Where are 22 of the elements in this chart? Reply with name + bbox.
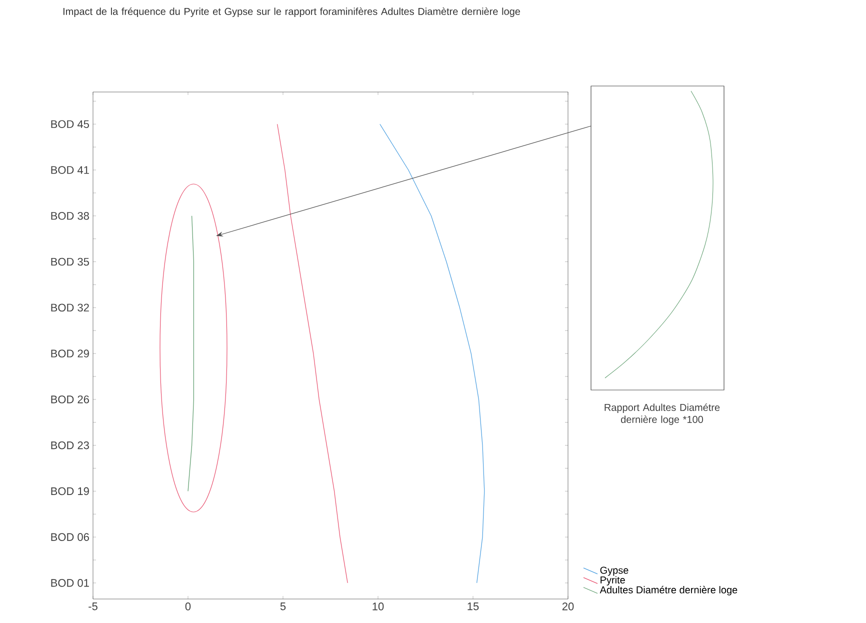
y-tick-label: BOD 32: [51, 304, 89, 312]
y-tick-label: BOD 01: [51, 579, 89, 587]
text: Rapport Adultes Diamétre dernière loge *100: [604, 404, 720, 425]
legend-label: Adultes Diamétre dernière loge: [600, 586, 738, 596]
x-tick-label: 10: [372, 602, 384, 610]
x-tick-label: 15: [468, 602, 479, 610]
x-tick-label: 20: [562, 602, 574, 610]
y-tick-label: BOD 26: [51, 396, 89, 404]
x-tick-label: 5: [280, 602, 286, 610]
legend-label: Pyrite: [600, 576, 625, 586]
chart-title: Impact de la fréquence du Pyrite et Gypse sur le rapport foraminifères Adultes Diamètre dernière loge: [63, 8, 520, 17]
y-tick-label: BOD 06: [51, 533, 89, 541]
y-tick-label: BOD 19: [51, 487, 89, 496]
y-tick-label: BOD 45: [51, 120, 89, 128]
legend-label: Gypse: [600, 566, 628, 576]
x-tick-label: 0: [185, 602, 191, 610]
y-tick-label: BOD 38: [51, 212, 89, 220]
y-tick-label: BOD 41: [51, 166, 89, 174]
y-tick-label: BOD 35: [51, 258, 89, 266]
x-tick-label: -5: [88, 602, 98, 610]
y-tick-label: BOD 23: [51, 441, 89, 450]
y-tick-label: BOD 29: [51, 350, 89, 358]
